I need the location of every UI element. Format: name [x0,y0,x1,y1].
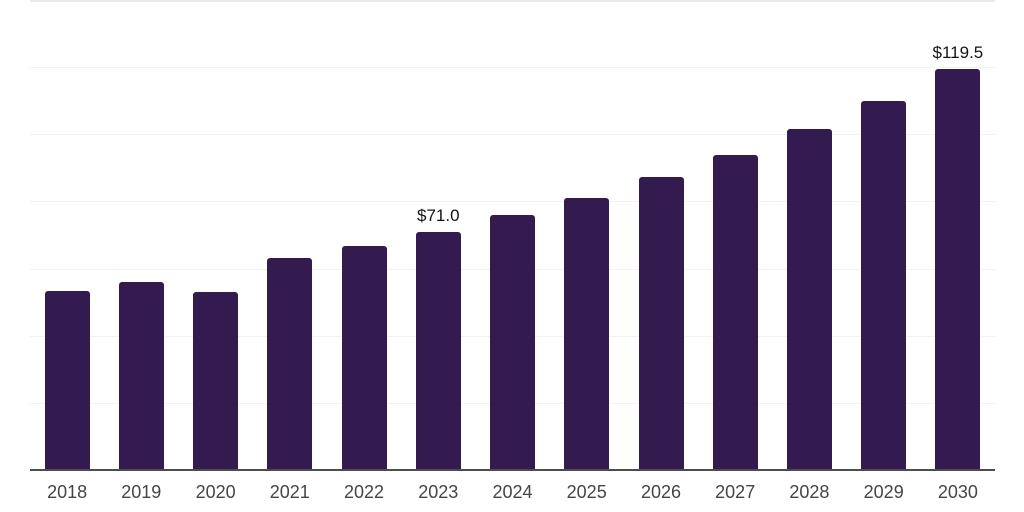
bar-2025[interactable] [564,198,610,471]
bar-2019[interactable] [118,282,164,471]
bar-2027[interactable] [712,155,758,471]
x-tick-label-2021: 2021 [269,482,310,502]
bar-2024[interactable] [490,214,535,471]
bar-2030[interactable] [935,68,981,471]
bar-2022[interactable] [341,246,387,471]
bar-2020[interactable] [193,292,239,471]
bar-2029[interactable] [861,100,907,471]
x-tick-label-2026: 2026 [640,482,682,502]
gridline [30,67,995,69]
x-tick-label-2025: 2025 [566,482,607,502]
x-tick-label-2020: 2020 [195,482,236,502]
x-tick-label-2027: 2027 [715,482,756,502]
bar-2021[interactable] [267,257,313,471]
gridline [30,134,995,136]
x-tick-label-2018: 2018 [47,482,88,502]
value-label-2023: $71.0 [417,206,460,226]
bar-2018[interactable] [44,291,90,471]
bar-2028[interactable] [786,128,832,471]
x-tick-label-2030: 2030 [937,482,978,502]
x-tick-label-2023: 2023 [418,482,459,502]
x-tick-label-2024: 2024 [492,482,533,502]
gridline [30,201,995,203]
bar-2023[interactable] [415,231,461,471]
x-tick-label-2029: 2029 [863,482,904,502]
value-label-2030: $119.5 [932,43,984,63]
bar-2026[interactable] [638,176,684,471]
x-tick-label-2022: 2022 [343,482,385,502]
x-axis-line [30,469,995,471]
x-tick-label-2028: 2028 [789,482,830,502]
x-tick-label-2019: 2019 [121,482,162,502]
gridline [30,0,995,2]
